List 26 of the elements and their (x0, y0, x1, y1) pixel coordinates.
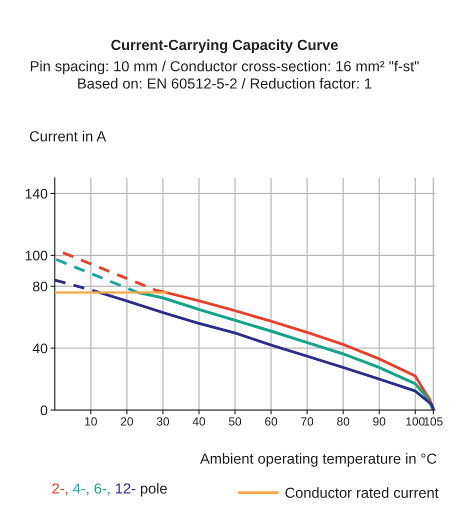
x-tick-label: 70 (301, 417, 314, 426)
x-tick-label: 50 (228, 417, 242, 426)
legend-title: pole (140, 482, 167, 497)
x-axis-title: Ambient operating temperature in °C (200, 453, 436, 467)
text: 12- (116, 483, 136, 494)
x-tick-label: 105 (424, 417, 443, 426)
text: 6-, (94, 483, 110, 496)
y-tick-label: 0 (40, 405, 48, 416)
x-tick-label: 60 (265, 417, 278, 426)
x-tick-label: 20 (120, 417, 133, 426)
legend-label: Conductor rated current (285, 487, 439, 498)
chart-title: Current-Carrying Capacity Curve (111, 39, 338, 54)
chart-subtitle: Pin spacing: 10 mm / Conductor cross-section: 16 mm² "f-st" Based on: EN 60512-5-2 / Reduction factor: 1 (30, 60, 419, 89)
text: 2-, (52, 483, 68, 496)
y-tick-label: 100 (26, 250, 48, 260)
y-tick-label: 80 (32, 282, 48, 292)
y-axis-title: Current in A (30, 130, 106, 142)
y-tick-label: 40 (32, 343, 48, 354)
text: 4-, (73, 483, 88, 496)
x-tick-label: 90 (373, 417, 386, 426)
y-tick-label: 140 (26, 188, 48, 199)
x-tick-label: 100 (406, 417, 425, 426)
x-tick-label: 80 (337, 417, 350, 426)
x-tick-label: 10 (85, 417, 97, 426)
x-tick-label: 30 (156, 417, 170, 426)
x-tick-label: 40 (192, 417, 206, 426)
